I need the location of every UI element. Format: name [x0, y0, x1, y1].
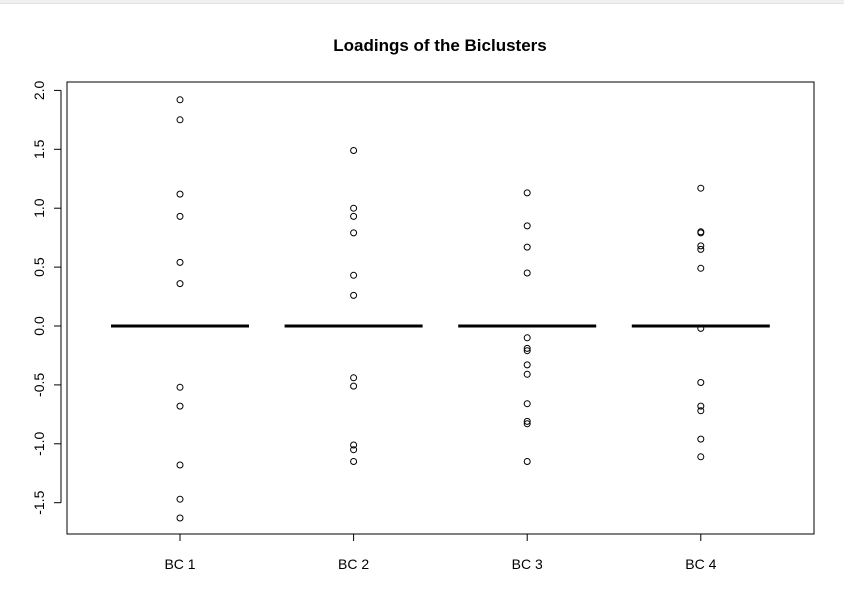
data-point — [523, 361, 531, 369]
data-point — [523, 189, 531, 197]
data-point — [176, 495, 184, 503]
data-point — [523, 344, 531, 352]
data-point — [523, 243, 531, 251]
data-point — [176, 383, 184, 391]
data-point — [697, 402, 705, 410]
data-point — [697, 435, 705, 443]
data-point — [697, 407, 705, 415]
data-point — [697, 242, 705, 250]
data-points — [176, 96, 705, 522]
data-point — [523, 370, 531, 378]
data-point — [350, 382, 358, 390]
data-point — [350, 204, 358, 212]
data-point — [697, 264, 705, 272]
plot-frame — [66, 81, 815, 535]
data-point — [176, 116, 184, 124]
x-tick-label: BC 4 — [685, 556, 716, 572]
data-point — [350, 271, 358, 279]
data-point — [350, 446, 358, 454]
data-point — [697, 229, 705, 237]
y-axis: -1.5 -1.0 -0.5 0.0 0.5 1.0 1.5 2.0 — [31, 80, 62, 515]
data-point — [176, 514, 184, 522]
data-point — [350, 441, 358, 449]
y-tick-label: -0.5 — [31, 373, 47, 397]
chart-title: Loadings of the Biclusters — [333, 36, 546, 55]
data-point — [350, 374, 358, 382]
data-point — [176, 212, 184, 220]
y-tick-label: 2.0 — [31, 80, 47, 100]
data-point — [697, 245, 705, 253]
data-point — [697, 184, 705, 192]
data-point — [523, 417, 531, 425]
data-point — [697, 324, 705, 332]
x-tick-label: BC 2 — [338, 556, 369, 572]
data-point — [350, 147, 358, 154]
data-point — [176, 258, 184, 266]
data-point — [697, 453, 705, 461]
data-point — [523, 400, 531, 408]
y-tick-label: 0.5 — [31, 257, 47, 277]
data-point — [523, 458, 531, 465]
y-tick-label: 1.5 — [31, 139, 47, 159]
data-point — [523, 334, 531, 342]
data-point — [350, 212, 358, 220]
data-point — [523, 269, 531, 277]
x-tick-label: BC 3 — [512, 556, 543, 572]
data-point — [523, 347, 531, 355]
y-tick-label: -1.5 — [31, 490, 47, 514]
data-point — [176, 280, 184, 288]
y-tick-label: -1.0 — [31, 432, 47, 456]
data-point — [350, 291, 358, 299]
top-border — [0, 0, 844, 4]
data-point — [350, 458, 358, 465]
data-point — [697, 379, 705, 386]
data-point — [176, 190, 184, 198]
data-point — [523, 420, 531, 428]
y-tick-label: 1.0 — [31, 198, 47, 218]
y-tick-label: 0.0 — [31, 316, 47, 336]
data-point — [350, 229, 358, 237]
x-axis: BC 1 BC 2 BC 3 BC 4 — [164, 533, 717, 572]
data-point — [176, 96, 184, 104]
data-point — [176, 461, 184, 469]
data-point — [523, 222, 531, 230]
data-point — [176, 402, 184, 410]
x-tick-label: BC 1 — [164, 556, 195, 572]
